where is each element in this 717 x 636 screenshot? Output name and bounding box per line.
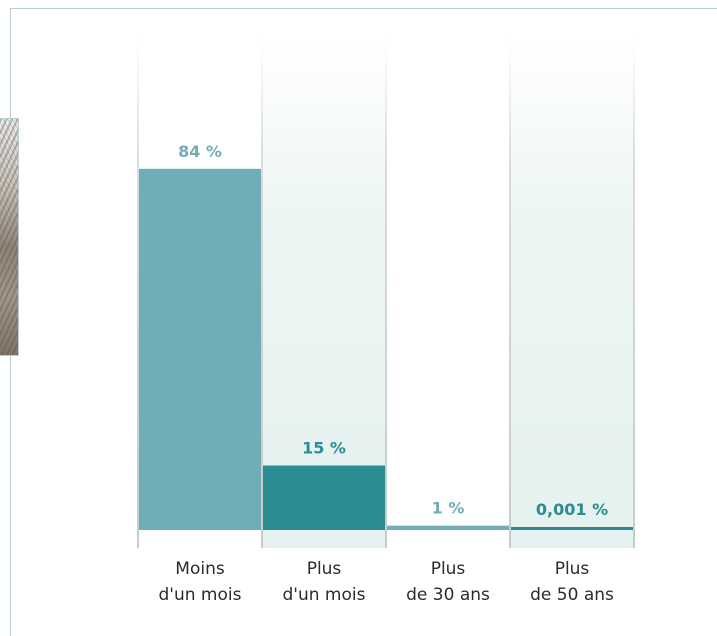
- column-separator-4: [633, 38, 635, 548]
- category-label-line: Plus: [554, 559, 590, 579]
- column-separator-3: [509, 38, 511, 548]
- data-labels: 84 % 15 % 1 % 0,001 %: [178, 142, 608, 519]
- bar-4: [511, 527, 633, 530]
- column-separator-1: [261, 38, 263, 548]
- category-label-3: Plus de 30 ans: [387, 556, 509, 608]
- column-bg-4: [511, 38, 633, 548]
- category-label-line: Plus: [306, 559, 342, 579]
- category-label-line: Moins: [175, 559, 225, 579]
- bars: [139, 168, 633, 531]
- bar-2: [263, 465, 385, 530]
- column-separator-0: [137, 38, 139, 548]
- column-bg-2: [263, 38, 385, 548]
- category-label-line: de 50 ans: [530, 585, 614, 605]
- column-separator-2: [385, 38, 387, 548]
- category-label-line: de 30 ans: [406, 585, 490, 605]
- category-label-line: d'un mois: [158, 585, 242, 605]
- category-label-2: Plus d'un mois: [263, 556, 385, 608]
- frame-top-border: [10, 8, 717, 9]
- bar-3: [387, 525, 509, 530]
- column-backgrounds: [137, 38, 635, 548]
- data-label-2: 15 %: [302, 439, 346, 458]
- data-label-1: 84 %: [178, 142, 222, 161]
- category-label-line: d'un mois: [282, 585, 366, 605]
- bar-1: [139, 168, 261, 531]
- category-label-4: Plus de 50 ans: [511, 556, 633, 608]
- category-label-line: Plus: [430, 559, 466, 579]
- data-label-3: 1 %: [432, 499, 465, 518]
- photo-thumbnail: [0, 118, 19, 356]
- data-label-4: 0,001 %: [536, 500, 608, 519]
- category-label-1: Moins d'un mois: [139, 556, 261, 608]
